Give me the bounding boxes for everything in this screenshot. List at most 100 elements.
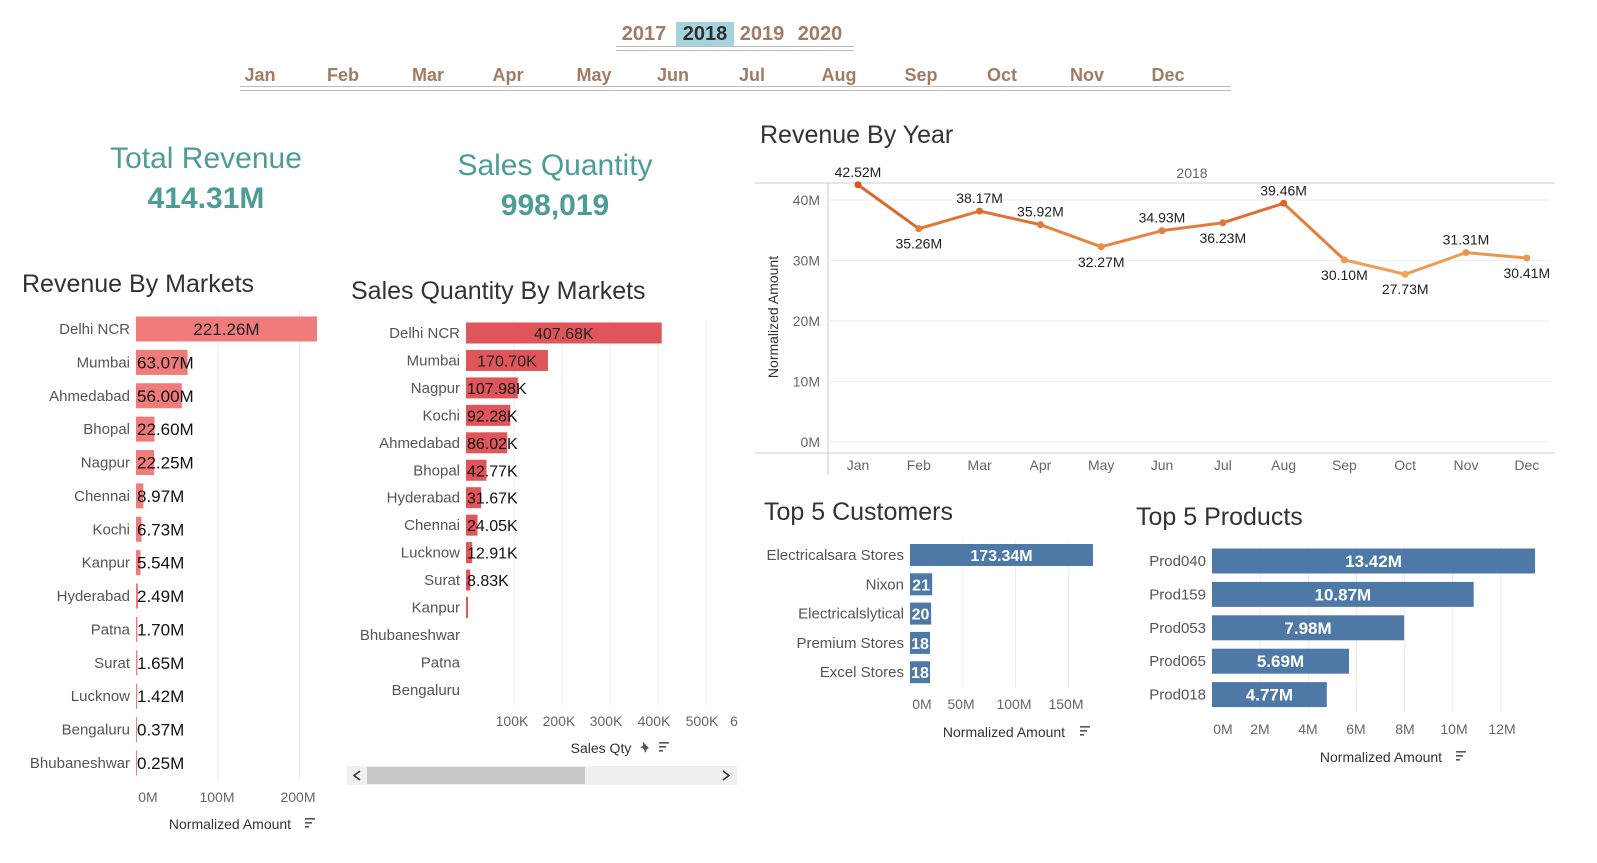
bar[interactable] xyxy=(136,583,139,609)
bar[interactable] xyxy=(1212,548,1536,574)
data-point[interactable] xyxy=(1401,270,1409,278)
data-point[interactable] xyxy=(1097,243,1105,251)
bar[interactable] xyxy=(1212,648,1349,674)
bar[interactable] xyxy=(466,487,482,509)
data-label: 30.41M xyxy=(1503,265,1550,281)
month-jul[interactable]: Jul xyxy=(738,65,765,85)
category-label: Nagpur xyxy=(411,380,460,397)
category-label: Surat xyxy=(94,655,131,672)
month-aug[interactable]: Aug xyxy=(821,65,857,85)
month-may[interactable]: May xyxy=(576,65,612,85)
month-nov[interactable]: Nov xyxy=(1069,65,1104,85)
x-tick-label: 10M xyxy=(1440,721,1467,737)
bar[interactable] xyxy=(136,483,144,509)
bar[interactable] xyxy=(136,683,138,709)
bar[interactable] xyxy=(1212,682,1327,708)
month-oct[interactable]: Oct xyxy=(986,65,1017,85)
sort-icon[interactable] xyxy=(305,818,315,828)
data-label: 34.93M xyxy=(1139,210,1186,226)
month-sep[interactable]: Sep xyxy=(904,65,938,85)
data-point[interactable] xyxy=(915,225,923,233)
bar[interactable] xyxy=(136,616,138,642)
data-point[interactable] xyxy=(1158,227,1166,235)
data-label: 173.34M xyxy=(970,548,1032,565)
data-point[interactable] xyxy=(1219,219,1227,227)
category-label: Patna xyxy=(91,621,131,638)
bar[interactable] xyxy=(136,450,155,476)
bar[interactable] xyxy=(466,569,471,591)
year-2019[interactable]: 2019 xyxy=(739,23,785,45)
scroll-left-icon[interactable] xyxy=(352,770,361,781)
bar[interactable] xyxy=(136,750,137,776)
month-mar[interactable]: Mar xyxy=(411,65,444,85)
top5-products-xlabel: Normalized Amount xyxy=(1320,749,1442,765)
bar[interactable] xyxy=(136,383,182,409)
data-point[interactable] xyxy=(1280,199,1288,207)
sort-icon[interactable] xyxy=(1080,726,1090,736)
month-apr[interactable]: Apr xyxy=(492,65,524,85)
top5-products-title: Top 5 Products xyxy=(1136,503,1303,531)
month-jan[interactable]: Jan xyxy=(244,65,276,85)
bar[interactable] xyxy=(136,516,142,542)
bar[interactable] xyxy=(136,650,138,676)
data-label: 86.02K xyxy=(467,436,518,453)
bar[interactable] xyxy=(1212,615,1405,641)
bar[interactable] xyxy=(466,377,518,399)
data-label: 1.70M xyxy=(137,620,184,639)
category-label: Kanpur xyxy=(82,555,130,572)
data-label: 24.05K xyxy=(467,518,518,535)
x-tick-label: 2M xyxy=(1250,721,1269,737)
bar[interactable] xyxy=(136,316,318,342)
bar[interactable] xyxy=(910,602,932,625)
scroll-right-icon[interactable] xyxy=(722,770,731,781)
bar[interactable] xyxy=(466,404,511,426)
bar[interactable] xyxy=(466,459,487,481)
month-dec[interactable]: Dec xyxy=(1151,65,1185,85)
year-2017[interactable]: 2017 xyxy=(621,23,667,45)
data-point[interactable] xyxy=(854,181,862,189)
total-revenue-label: Total Revenue xyxy=(110,142,302,175)
sales-qty-by-markets-title: Sales Quantity By Markets xyxy=(351,277,646,305)
data-point[interactable] xyxy=(976,207,984,215)
month-feb[interactable]: Feb xyxy=(326,65,359,85)
data-point[interactable] xyxy=(1036,221,1044,229)
scrollbar-thumb[interactable] xyxy=(367,767,585,784)
sort-icon[interactable] xyxy=(659,742,669,752)
bar[interactable] xyxy=(136,349,188,375)
data-label: 32.27M xyxy=(1078,254,1125,270)
bar[interactable] xyxy=(466,597,468,618)
bar[interactable] xyxy=(910,661,930,684)
category-label: Patna xyxy=(421,654,461,671)
year-2018[interactable]: 2018 xyxy=(676,22,734,46)
sort-icon[interactable] xyxy=(1456,751,1466,761)
bar[interactable] xyxy=(136,550,141,576)
bar[interactable] xyxy=(466,514,478,536)
month-jun[interactable]: Jun xyxy=(656,65,689,85)
data-point[interactable] xyxy=(1462,249,1470,257)
bar[interactable] xyxy=(466,349,548,371)
bar[interactable] xyxy=(136,717,137,743)
horizontal-scrollbar[interactable] xyxy=(347,766,737,785)
x-tick-label: 400K xyxy=(638,713,671,729)
bar[interactable] xyxy=(466,542,473,564)
pin-icon[interactable] xyxy=(640,742,649,753)
bar[interactable] xyxy=(910,573,933,596)
data-label: 0.37M xyxy=(137,721,184,740)
bar[interactable] xyxy=(1212,581,1474,607)
data-label: 63.07M xyxy=(137,353,194,372)
data-point[interactable] xyxy=(1340,256,1348,264)
data-label: 56.00M xyxy=(137,387,194,406)
x-tick-label: Aug xyxy=(1271,457,1296,473)
data-point[interactable] xyxy=(1523,254,1531,262)
data-label: 18 xyxy=(911,665,929,682)
data-label: 0.25M xyxy=(137,754,184,773)
data-label: 35.92M xyxy=(1017,204,1064,220)
x-tick-label: Feb xyxy=(907,457,931,473)
bar[interactable] xyxy=(910,631,930,654)
category-label: Bengaluru xyxy=(392,682,460,699)
bar[interactable] xyxy=(910,544,1093,566)
year-2020[interactable]: 2020 xyxy=(797,23,843,45)
bar[interactable] xyxy=(466,432,508,454)
bar[interactable] xyxy=(136,416,155,442)
bar[interactable] xyxy=(466,322,662,344)
